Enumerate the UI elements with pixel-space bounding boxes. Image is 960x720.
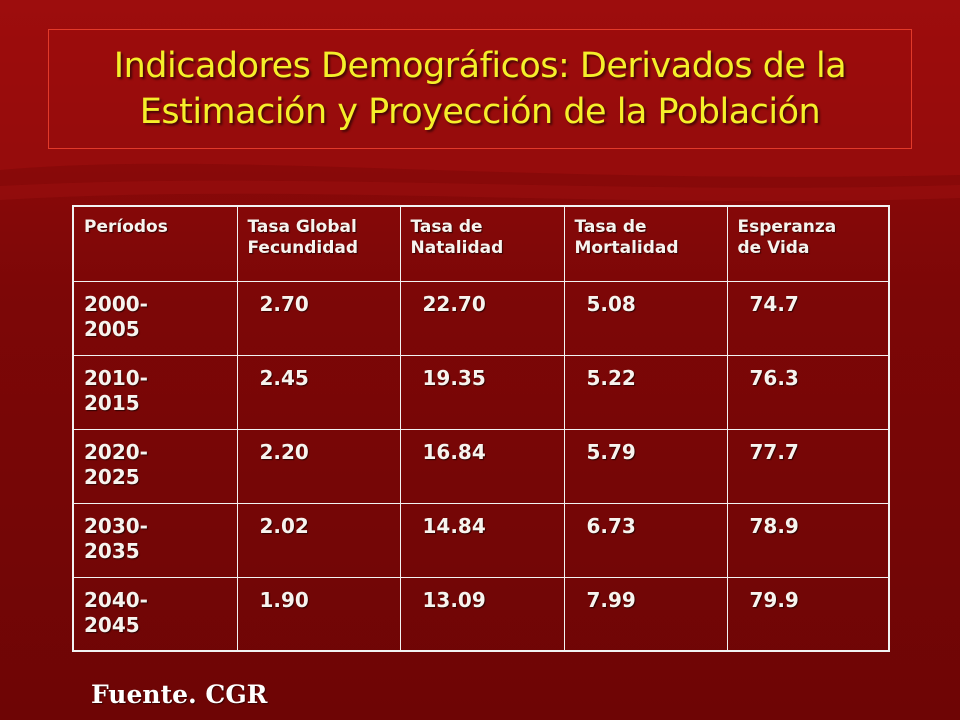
cell-tasa-natalidad: 22.70 <box>399 280 565 356</box>
cell-tasa-mortalidad: 5.79 <box>563 428 728 504</box>
cell-tasa-global-fecundidad: 2.02 <box>236 502 401 578</box>
slide-title-line1: Indicadores Demográficos: Derivados de l… <box>113 46 847 86</box>
header-esperanza-vida: Esperanza de Vida <box>726 205 890 282</box>
cell-esperanza-vida: 79.9 <box>726 576 890 652</box>
slide-title-line2: Estimación y Proyección de la Población <box>139 92 821 132</box>
cell-esperanza-vida: 78.9 <box>726 502 890 578</box>
table-row: 2000- 2005 2.70 22.70 5.08 74.7 <box>72 280 890 356</box>
cell-period: 2040- 2045 <box>72 576 238 652</box>
cell-tasa-natalidad: 16.84 <box>399 428 565 504</box>
cell-esperanza-vida: 74.7 <box>726 280 890 356</box>
header-tasa-mortalidad: Tasa de Mortalidad <box>563 205 728 282</box>
table-header-row: Períodos Tasa Global Fecundidad Tasa de Na… <box>72 205 890 282</box>
cell-period: 2030- 2035 <box>72 502 238 578</box>
cell-tasa-natalidad: 19.35 <box>399 354 565 430</box>
cell-tasa-mortalidad: 5.22 <box>563 354 728 430</box>
table-row: 2010- 2015 2.45 19.35 5.22 76.3 <box>72 354 890 430</box>
cell-period: 2020- 2025 <box>72 428 238 504</box>
cell-period: 2010- 2015 <box>72 354 238 430</box>
header-tasa-natalidad: Tasa de Natalidad <box>399 205 565 282</box>
table-row: 2030- 2035 2.02 14.84 6.73 78.9 <box>72 502 890 578</box>
title-box: Indicadores Demográficos: Derivados de l… <box>48 29 912 149</box>
indicators-table-container: Períodos Tasa Global Fecundidad Tasa de Na… <box>72 205 890 652</box>
cell-tasa-global-fecundidad: 2.45 <box>236 354 401 430</box>
cell-tasa-mortalidad: 7.99 <box>563 576 728 652</box>
indicators-table: Períodos Tasa Global Fecundidad Tasa de Na… <box>72 205 890 652</box>
cell-tasa-global-fecundidad: 2.70 <box>236 280 401 356</box>
table-row: 2040- 2045 1.90 13.09 7.99 79.9 <box>72 576 890 652</box>
cell-tasa-mortalidad: 5.08 <box>563 280 728 356</box>
cell-esperanza-vida: 77.7 <box>726 428 890 504</box>
cell-tasa-natalidad: 14.84 <box>399 502 565 578</box>
cell-period: 2000- 2005 <box>72 280 238 356</box>
cell-tasa-global-fecundidad: 2.20 <box>236 428 401 504</box>
cell-esperanza-vida: 76.3 <box>726 354 890 430</box>
cell-tasa-natalidad: 13.09 <box>399 576 565 652</box>
header-periodos: Períodos <box>72 205 238 282</box>
cell-tasa-global-fecundidad: 1.90 <box>236 576 401 652</box>
header-tasa-global-fecundidad: Tasa Global Fecundidad <box>236 205 401 282</box>
cell-tasa-mortalidad: 6.73 <box>563 502 728 578</box>
table-row: 2020- 2025 2.20 16.84 5.79 77.7 <box>72 428 890 504</box>
slide-title: Indicadores Demográficos: Derivados de l… <box>113 43 847 135</box>
source-note: Fuente. CGR <box>91 680 268 709</box>
